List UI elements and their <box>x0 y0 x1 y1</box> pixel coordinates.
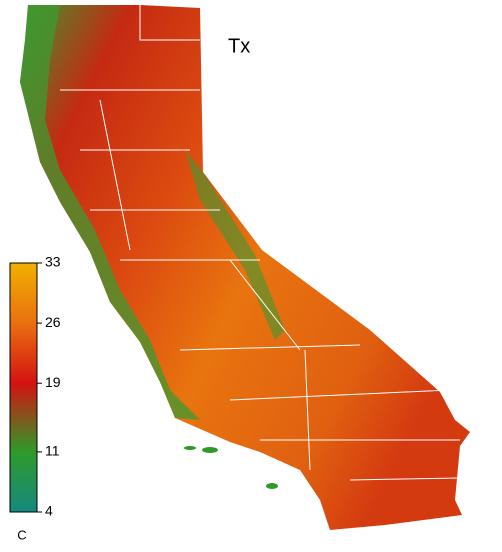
island <box>266 483 278 489</box>
county-lines <box>60 5 461 481</box>
tick-label: 26 <box>45 314 61 330</box>
sierra-band <box>185 150 285 340</box>
map-title: Tx <box>228 35 250 57</box>
island <box>184 446 196 450</box>
tick-label: 19 <box>45 374 61 390</box>
colorbar <box>9 262 38 513</box>
island <box>202 447 218 453</box>
colorbar-unit: C <box>17 527 26 542</box>
tick-label: 11 <box>45 443 60 459</box>
california <box>20 5 470 530</box>
tick-label: 33 <box>45 254 61 270</box>
tick-label: 4 <box>45 503 53 519</box>
colorbar-ticks: 4 11 19 26 33 <box>37 254 61 519</box>
coast-band <box>20 5 200 420</box>
